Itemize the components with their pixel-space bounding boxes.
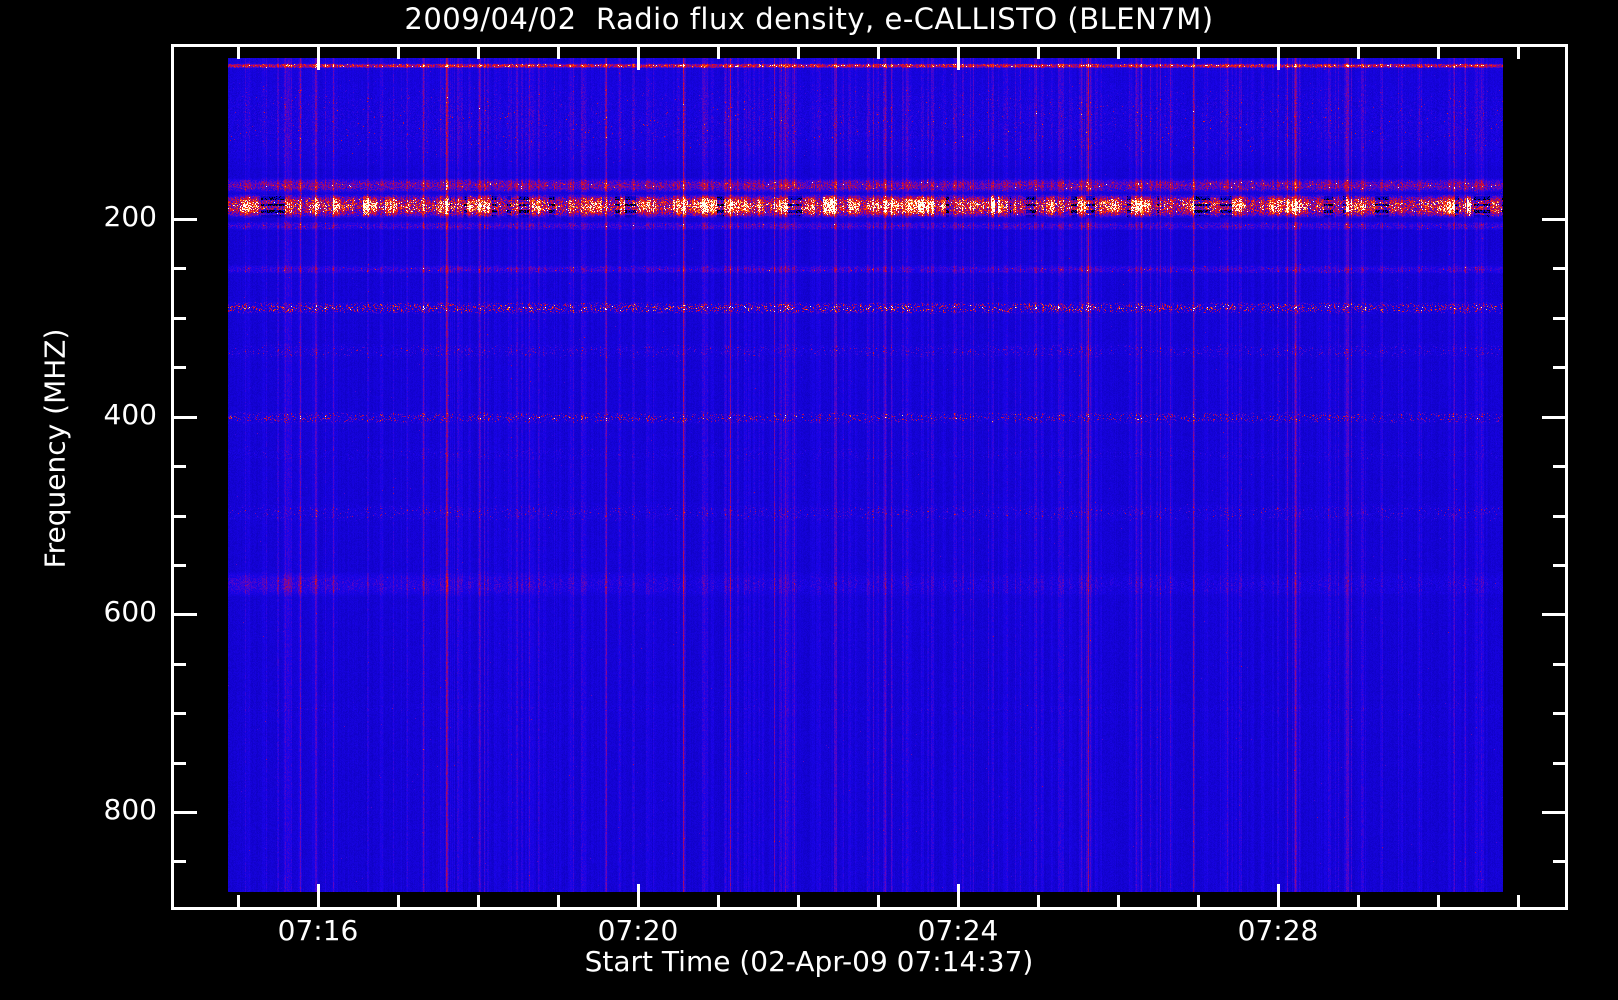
y-tick-minor	[171, 564, 186, 567]
x-tick-major-top	[317, 44, 320, 70]
y-tick-major-right	[1542, 811, 1568, 814]
x-tick-major	[957, 884, 960, 910]
x-tick-minor	[397, 895, 400, 910]
y-tick-major-right	[1542, 218, 1568, 221]
y-tick-major-right	[1542, 613, 1568, 616]
y-tick-minor-right	[1553, 860, 1568, 863]
x-tick-minor-top	[1117, 44, 1120, 59]
x-tick-label: 07:24	[917, 914, 999, 947]
x-tick-minor-top	[1357, 44, 1360, 59]
y-tick-minor-right	[1553, 663, 1568, 666]
y-tick-label: 200	[103, 200, 157, 233]
x-tick-minor	[557, 895, 560, 910]
x-tick-minor-top	[397, 44, 400, 59]
x-tick-minor-top	[1197, 44, 1200, 59]
y-tick-label: 600	[103, 595, 157, 628]
x-tick-major-top	[637, 44, 640, 70]
x-tick-minor	[1197, 895, 1200, 910]
y-tick-minor	[171, 663, 186, 666]
x-tick-minor-top	[1517, 44, 1520, 59]
x-tick-minor	[1437, 895, 1440, 910]
y-tick-minor-right	[1553, 515, 1568, 518]
x-tick-minor-top	[717, 44, 720, 59]
x-tick-minor	[1117, 895, 1120, 910]
y-tick-minor	[171, 465, 186, 468]
x-tick-label: 07:16	[277, 914, 359, 947]
y-tick-minor-right	[1553, 366, 1568, 369]
y-tick-minor	[171, 712, 186, 715]
x-tick-major	[1277, 884, 1280, 910]
y-tick-label: 400	[103, 398, 157, 431]
y-tick-minor	[171, 366, 186, 369]
y-tick-minor	[171, 317, 186, 320]
y-tick-major	[171, 613, 197, 616]
y-tick-major-right	[1542, 416, 1568, 419]
x-tick-minor	[797, 895, 800, 910]
y-axis-title: Frequency (MHZ)	[38, 328, 72, 569]
y-tick-minor-right	[1553, 762, 1568, 765]
x-tick-major	[637, 884, 640, 910]
x-tick-minor	[1357, 895, 1360, 910]
x-tick-minor	[477, 895, 480, 910]
y-tick-minor	[171, 515, 186, 518]
x-tick-label: 07:20	[597, 914, 679, 947]
x-tick-minor	[877, 895, 880, 910]
y-tick-label: 800	[103, 793, 157, 826]
x-tick-label: 07:28	[1237, 914, 1319, 947]
x-tick-major	[317, 884, 320, 910]
x-tick-minor-top	[477, 44, 480, 59]
x-axis-title: Start Time (02-Apr-09 07:14:37)	[584, 945, 1034, 978]
y-tick-minor	[171, 860, 186, 863]
y-tick-minor-right	[1553, 465, 1568, 468]
y-tick-major	[171, 218, 197, 221]
plot-axis-frame	[171, 44, 1568, 910]
y-tick-minor-right	[1553, 712, 1568, 715]
x-tick-minor	[717, 895, 720, 910]
y-tick-minor-right	[1553, 564, 1568, 567]
x-tick-minor	[1517, 895, 1520, 910]
x-tick-minor-top	[797, 44, 800, 59]
y-tick-major	[171, 416, 197, 419]
y-tick-minor-right	[1553, 267, 1568, 270]
y-tick-major	[171, 811, 197, 814]
y-tick-minor	[171, 267, 186, 270]
x-tick-minor-top	[1437, 44, 1440, 59]
x-tick-minor-top	[877, 44, 880, 59]
y-tick-minor-right	[1553, 317, 1568, 320]
x-tick-major-top	[1277, 44, 1280, 70]
x-tick-major-top	[957, 44, 960, 70]
x-tick-minor-top	[1037, 44, 1040, 59]
page-title: 2009/04/02 Radio flux density, e-CALLIST…	[404, 2, 1214, 36]
spectrogram-image	[228, 58, 1503, 892]
x-tick-minor-top	[557, 44, 560, 59]
x-tick-minor	[1037, 895, 1040, 910]
x-tick-minor	[237, 895, 240, 910]
y-tick-minor	[171, 762, 186, 765]
x-tick-minor-top	[237, 44, 240, 59]
